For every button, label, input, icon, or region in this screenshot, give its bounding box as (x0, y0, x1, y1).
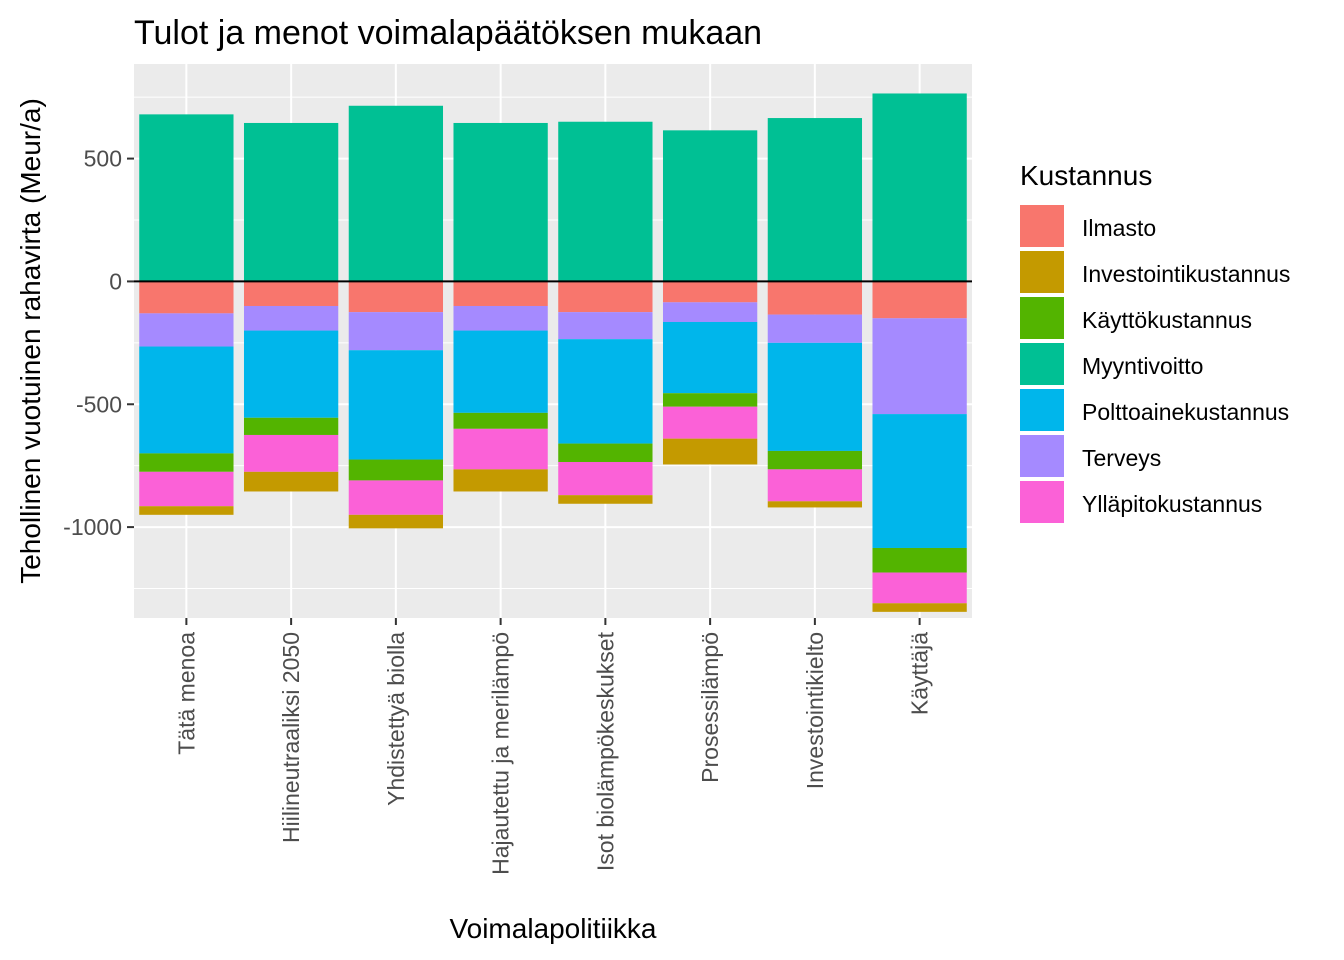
legend-key (1020, 481, 1064, 523)
bar-segment (872, 414, 967, 548)
bar-segment (872, 603, 967, 612)
legend-label: Ylläpitokustannus (1082, 491, 1262, 517)
y-axis-title: Tehollinen vuotuinen rahavirta (Meur/a) (15, 98, 46, 584)
chart-title: Tulot ja menot voimalapäätöksen mukaan (134, 14, 762, 52)
bar-segment (453, 330, 548, 413)
legend-label: Investointikustannus (1082, 261, 1290, 287)
bar-segment (243, 434, 339, 472)
bar-segment (348, 281, 444, 313)
bar-segment (453, 122, 548, 282)
bar-segment (139, 506, 234, 515)
bars (139, 93, 967, 612)
bar-segment (453, 412, 548, 429)
bar-segment (139, 346, 234, 454)
legend-key (1020, 343, 1064, 385)
legend-label: Polttoainekustannus (1082, 399, 1289, 425)
bar-segment (243, 417, 339, 435)
legend-key (1020, 297, 1064, 339)
bar-segment (348, 105, 444, 282)
bar-segment (243, 281, 339, 306)
legend-key (1020, 251, 1064, 293)
legend-label: Käyttökustannus (1082, 307, 1252, 333)
bar-segment (139, 281, 234, 314)
legend-key (1020, 435, 1064, 477)
x-tick-label: Yhdistettyä biolla (383, 632, 409, 806)
bar-segment (767, 314, 863, 343)
bar-segment (139, 471, 234, 507)
legend-key (1020, 389, 1064, 431)
legend-label: Myyntivoitto (1082, 353, 1203, 379)
bar-segment (243, 122, 339, 282)
bar-segment (453, 281, 548, 306)
legend-label: Terveys (1082, 445, 1161, 471)
bar-segment (558, 461, 653, 496)
x-axis: Tätä menoa Hiilineutraaliksi 2050 Yhdistet… (173, 618, 933, 875)
bar-segment (767, 342, 863, 451)
bar-segment (243, 330, 339, 418)
x-tick-label: Prosessilämpö (697, 632, 723, 783)
y-tick-label: -500 (76, 391, 122, 417)
bar-segment (453, 428, 548, 470)
bar-segment (558, 443, 653, 462)
bar-segment (558, 121, 653, 282)
bar-segment (243, 471, 339, 492)
y-axis: 500 0 -500 -1000 (63, 146, 134, 540)
bar-segment (662, 321, 758, 394)
bar-segment (872, 572, 967, 604)
bar-segment (662, 438, 758, 465)
bar-segment (662, 281, 758, 303)
bar-segment (453, 305, 548, 331)
x-tick-label: Isot biolämpökeskukset (592, 631, 618, 871)
bar-segment (243, 305, 339, 331)
x-tick-label: Investointikielto (802, 632, 828, 789)
x-tick-label: Hiilineutraaliksi 2050 (278, 632, 304, 843)
bar-segment (767, 469, 863, 502)
bar-segment (872, 281, 967, 319)
bar-segment (348, 312, 444, 351)
x-tick-label: Tätä menoa (173, 632, 199, 755)
bar-segment (139, 453, 234, 472)
bar-segment (558, 339, 653, 444)
bar-segment (348, 480, 444, 515)
bar-segment (558, 495, 653, 504)
bar-segment (872, 93, 967, 282)
bar-segment (872, 547, 967, 573)
bar-segment (348, 514, 444, 529)
bar-segment (139, 313, 234, 347)
bar-segment (767, 501, 863, 508)
bar-segment (662, 302, 758, 322)
x-axis-title: Voimalapolitiikka (450, 913, 657, 944)
bar-segment (767, 118, 863, 282)
bar-segment (348, 459, 444, 481)
bar-segment (662, 406, 758, 439)
legend: Kustannus Ilmasto Investointikustannus Käy… (1020, 160, 1290, 523)
legend-key (1020, 205, 1064, 247)
x-tick-label: Käyttäjä (907, 632, 933, 715)
bar-segment (558, 312, 653, 340)
y-tick-label: 500 (84, 146, 122, 172)
bar-segment (872, 318, 967, 415)
y-tick-label: -1000 (63, 514, 122, 540)
bar-segment (662, 130, 758, 282)
bar-segment (453, 469, 548, 492)
legend-title: Kustannus (1020, 160, 1152, 191)
bar-segment (558, 281, 653, 313)
bar-segment (662, 393, 758, 407)
legend-label: Ilmasto (1082, 215, 1156, 241)
bar-segment (767, 281, 863, 315)
bar-segment (139, 114, 234, 282)
y-tick-label: 0 (109, 268, 122, 294)
bar-segment (767, 450, 863, 470)
bar-segment (348, 350, 444, 460)
x-tick-label: Hajautettu ja merilämpö (488, 632, 514, 875)
